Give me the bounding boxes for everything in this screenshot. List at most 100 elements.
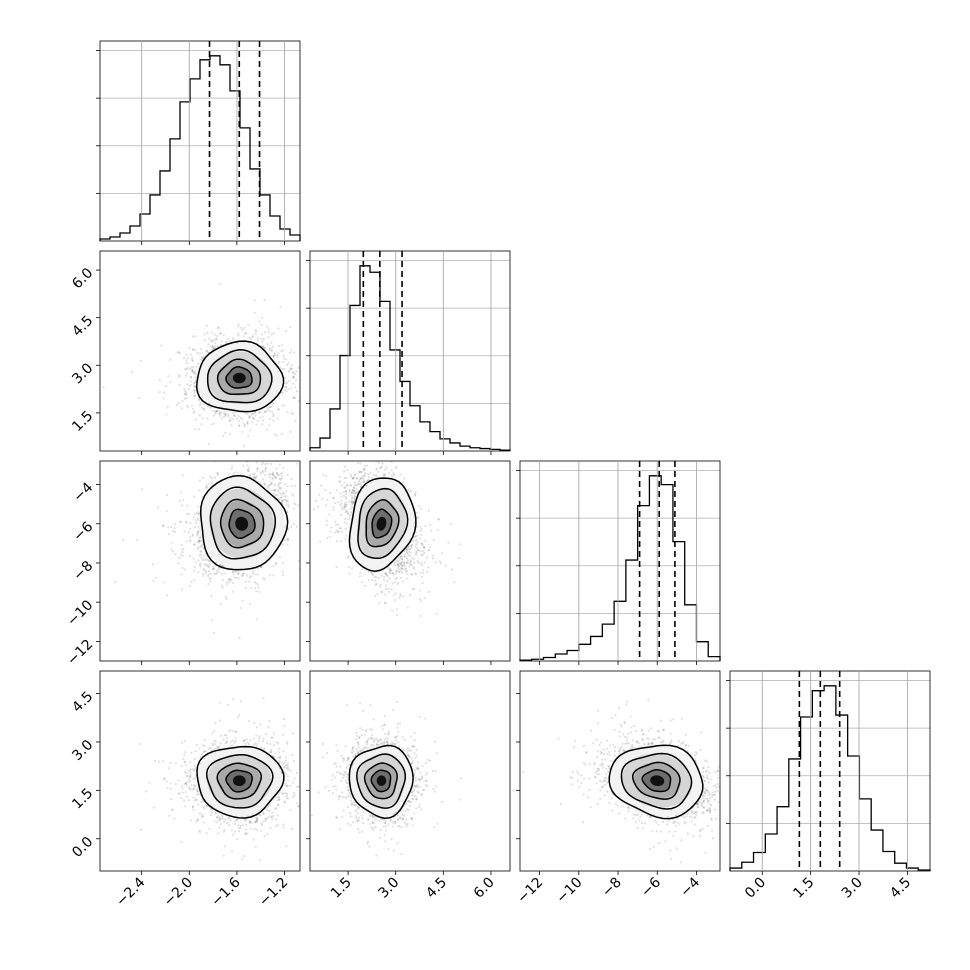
scatter-point xyxy=(236,570,239,574)
scatter-point xyxy=(202,569,206,572)
scatter-point xyxy=(213,347,216,350)
scatter-point xyxy=(330,549,332,551)
scatter-point xyxy=(186,366,189,370)
scatter-point xyxy=(289,326,292,329)
scatter-point xyxy=(287,425,289,427)
scatter-point xyxy=(197,512,200,516)
scatter-point xyxy=(295,370,298,373)
scatter-point xyxy=(247,323,250,327)
scatter-point xyxy=(174,523,177,526)
scatter-point xyxy=(261,461,265,464)
panel-frame xyxy=(729,670,931,872)
scatter-point xyxy=(220,584,224,587)
scatter-point xyxy=(241,328,244,331)
scatter-point xyxy=(278,477,282,480)
scatter-point xyxy=(178,375,181,378)
scatter-point xyxy=(188,554,192,557)
scatter-point xyxy=(189,383,192,386)
scatter-point xyxy=(233,576,236,579)
scatter-point xyxy=(213,339,216,342)
scatter-point xyxy=(413,561,416,565)
scatter-point xyxy=(308,528,310,530)
scatter-point xyxy=(301,411,303,413)
scatter-point xyxy=(420,507,423,510)
histogram-step xyxy=(729,685,931,871)
scatter-point xyxy=(216,472,219,475)
contour-line xyxy=(219,498,265,549)
scatter-point xyxy=(282,466,285,470)
scatter-point xyxy=(216,345,219,348)
scatter-point xyxy=(220,573,223,576)
scatter-point xyxy=(230,424,233,427)
scatter-point xyxy=(264,467,267,471)
scatter-point xyxy=(273,483,277,487)
scatter-point xyxy=(165,509,168,513)
scatter-point xyxy=(256,443,258,445)
scatter-point xyxy=(199,562,202,565)
scatter-point xyxy=(213,572,216,575)
scatter-point xyxy=(280,500,283,503)
scatter-point xyxy=(178,352,181,355)
contour-line xyxy=(199,474,289,571)
scatter-point xyxy=(194,375,197,379)
scatter-point xyxy=(265,410,268,413)
scatter-point xyxy=(252,569,255,572)
scatter-point xyxy=(210,423,213,426)
scatter-point xyxy=(210,331,213,334)
scatter-point xyxy=(250,420,254,424)
scatter-point xyxy=(295,390,299,393)
scatter-point xyxy=(199,347,203,351)
scatter-point xyxy=(191,368,194,371)
scatter-point xyxy=(303,354,305,356)
scatter-point xyxy=(270,489,274,492)
scatter-point xyxy=(272,472,275,475)
scatter-point xyxy=(258,410,261,413)
scatter-point xyxy=(248,417,251,420)
scatter-point xyxy=(259,416,262,419)
scatter-point xyxy=(242,445,246,448)
scatter-point xyxy=(228,580,231,583)
scatter-point xyxy=(253,587,257,590)
scatter-point xyxy=(199,550,203,553)
scatter-point xyxy=(243,425,246,428)
scatter-point xyxy=(200,545,203,548)
scatter-point xyxy=(259,471,262,474)
scatter-point xyxy=(189,535,192,539)
scatter-point xyxy=(170,548,173,551)
scatter-point xyxy=(189,522,192,525)
scatter-point xyxy=(236,471,239,474)
scatter-point xyxy=(302,534,304,536)
scatter-point xyxy=(257,337,260,340)
scatter-point xyxy=(258,320,261,323)
scatter-point xyxy=(212,631,216,634)
scatter-point xyxy=(272,444,274,446)
scatter-point xyxy=(272,332,275,335)
scatter-point xyxy=(311,467,313,469)
scatter-point xyxy=(183,392,187,396)
scatter-point xyxy=(286,363,289,367)
scatter-point xyxy=(215,572,219,575)
scatter-point xyxy=(278,486,281,489)
scatter-point xyxy=(293,351,296,354)
scatter-point xyxy=(187,387,190,391)
scatter-point xyxy=(193,385,196,388)
scatter-point xyxy=(302,528,304,530)
pair-panel-2-0: −12−10−8−6−4 xyxy=(64,425,332,669)
scatter-point xyxy=(260,323,263,326)
scatter-point xyxy=(293,502,296,505)
scatter-point xyxy=(232,336,235,340)
scatter-point xyxy=(205,486,208,490)
y-tick-label: 4.5 xyxy=(69,313,96,340)
scatter-point xyxy=(192,389,195,392)
scatter-point xyxy=(267,473,270,476)
scatter-point xyxy=(198,541,201,544)
scatter-point xyxy=(171,529,175,533)
scatter-point xyxy=(199,565,202,568)
scatter-point xyxy=(213,333,216,336)
scatter-point xyxy=(267,328,270,331)
scatter-point xyxy=(255,618,258,621)
scatter-point xyxy=(246,422,249,425)
scatter-point xyxy=(204,558,208,561)
scatter-point xyxy=(244,412,248,415)
scatter-point xyxy=(140,488,144,491)
